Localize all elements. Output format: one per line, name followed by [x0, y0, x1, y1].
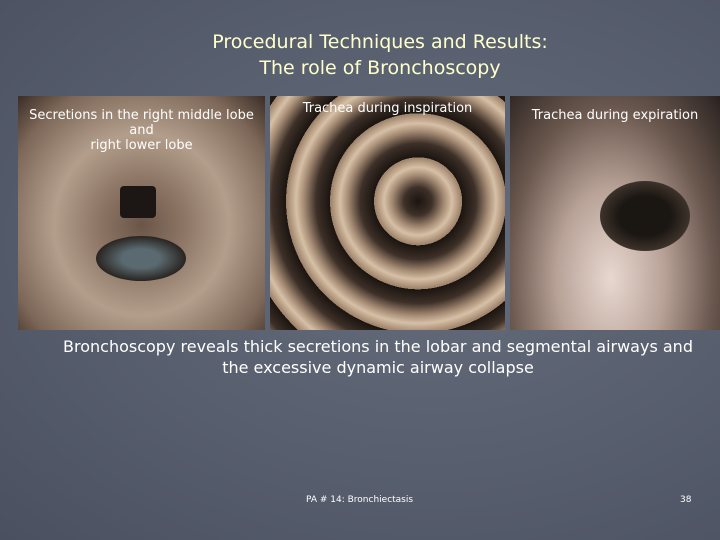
title-line: The role of Bronchoscopy: [259, 57, 501, 79]
image-caption: and: [129, 123, 154, 138]
footer: PA # 14: Bronchiectasis: [306, 495, 414, 505]
body-text: the excessive dynamic airway collapse: [222, 358, 534, 377]
image-caption: right lower lobe: [90, 138, 193, 153]
title-line: Procedural Techniques and Results:: [212, 31, 548, 53]
bronchoscopy-image: Secretions in the right middle lobe and …: [18, 96, 265, 330]
image-caption: Secretions in the right middle lobe: [29, 108, 254, 123]
body-text: Bronchoscopy reveals thick secretions in…: [63, 337, 693, 356]
bronchoscopy-image: Trachea during inspiration: [270, 96, 505, 330]
page-number: 38: [680, 495, 692, 505]
bronchoscopy-image: Trachea during expiration: [510, 96, 720, 330]
image-caption: Trachea during inspiration: [302, 101, 473, 116]
image-caption: Trachea during expiration: [531, 108, 699, 123]
